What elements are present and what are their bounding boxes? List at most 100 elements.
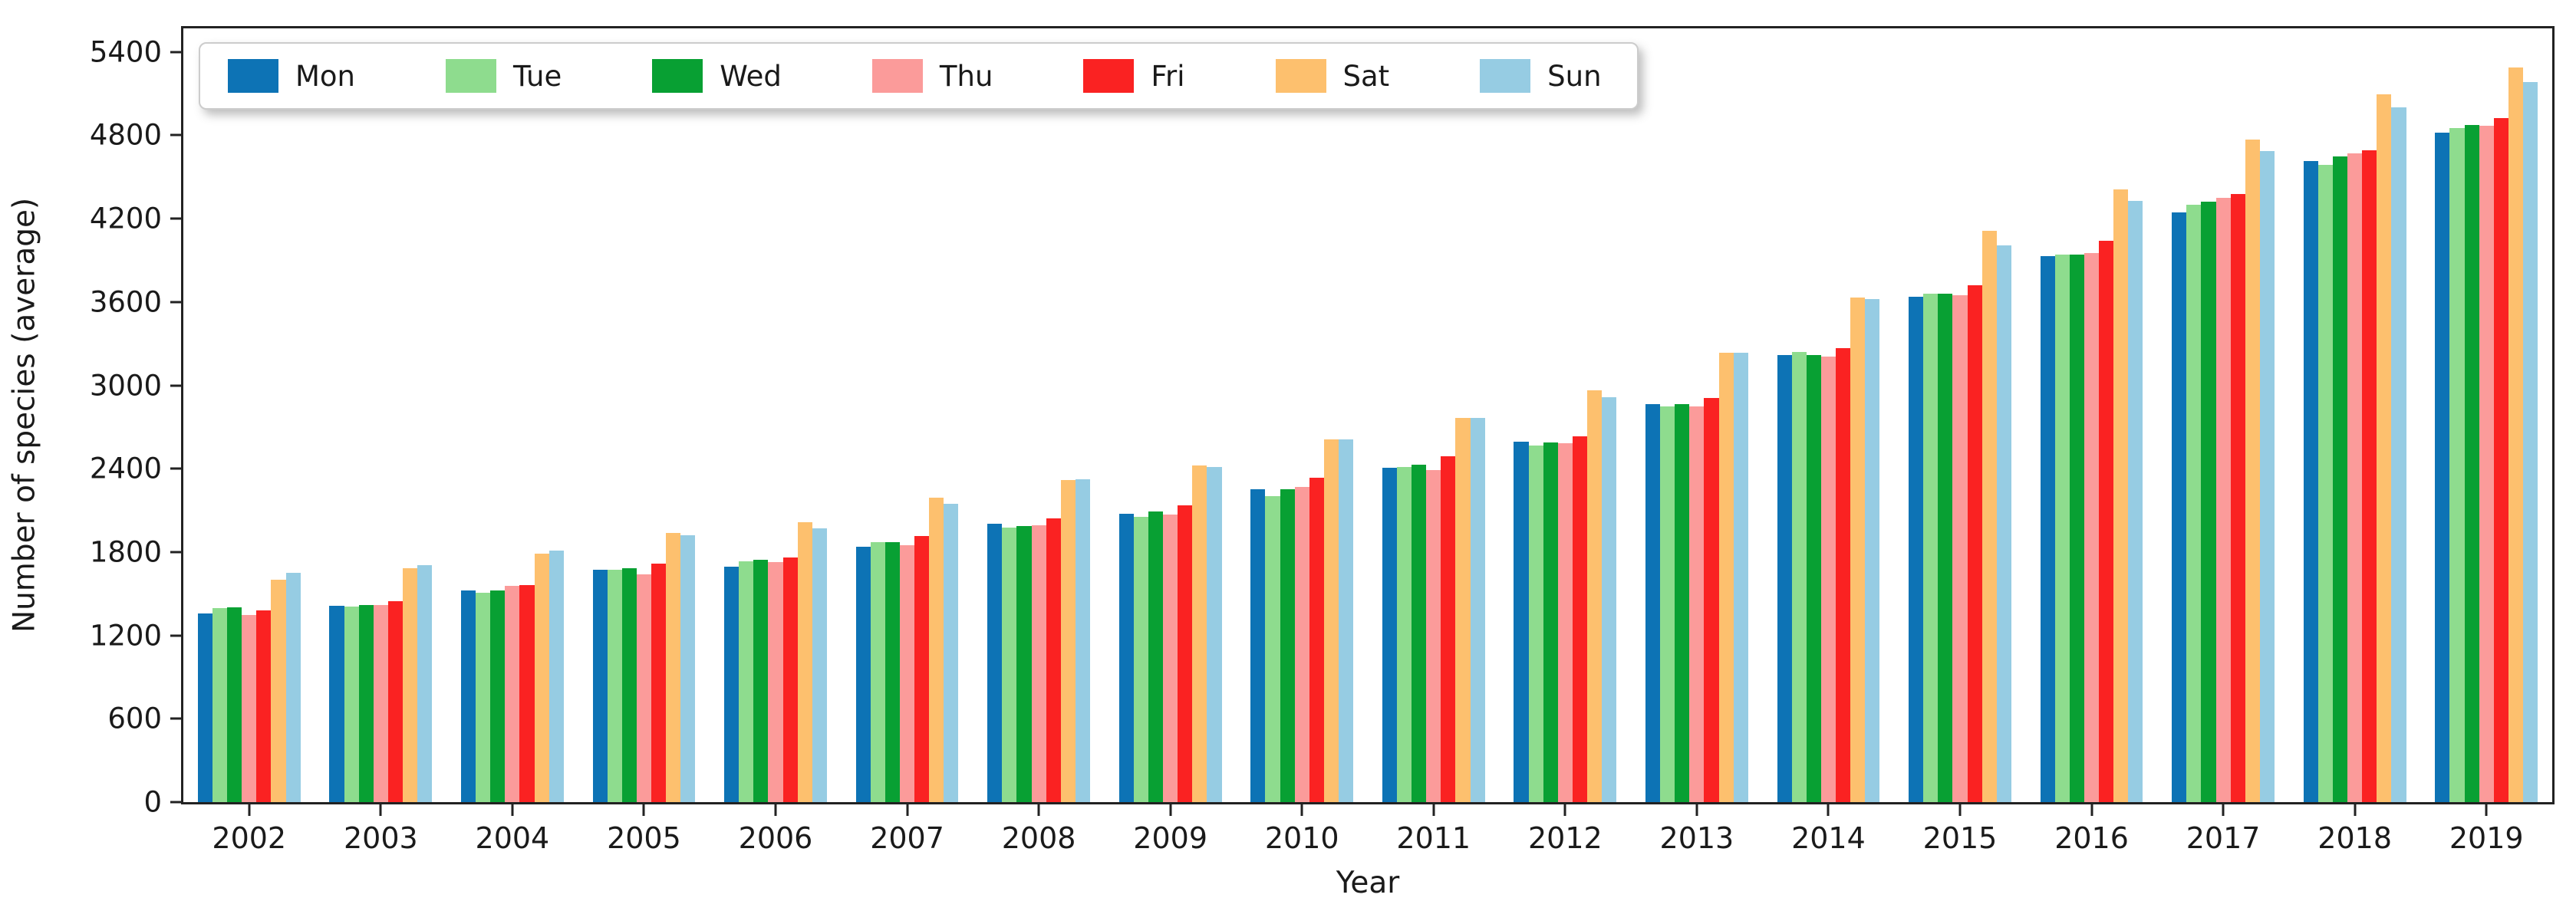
x-tick-label: 2005 <box>607 821 681 855</box>
bar-sun-2010 <box>1339 439 1354 802</box>
bar-fri-2019 <box>2493 117 2508 802</box>
bar-thu-2008 <box>1031 525 1046 802</box>
bar-wed-2002 <box>227 607 242 802</box>
bar-wed-2012 <box>1543 442 1558 802</box>
bar-tue-2015 <box>1923 294 1939 802</box>
legend-swatch-wed <box>652 59 703 93</box>
x-tick-mark <box>1695 804 1698 816</box>
bar-sat-2013 <box>1718 352 1734 802</box>
bar-sun-2008 <box>1075 479 1090 802</box>
bar-tue-2010 <box>1265 495 1280 802</box>
bar-wed-2003 <box>358 604 374 802</box>
x-tick-label: 2018 <box>2317 821 2393 855</box>
x-tick-label: 2007 <box>870 821 944 855</box>
x-tick-label: 2004 <box>475 821 550 855</box>
bar-sun-2015 <box>1996 245 2011 802</box>
legend-item-wed: Wed <box>652 59 782 93</box>
bar-mon-2006 <box>724 566 740 802</box>
x-tick-mark <box>379 804 382 816</box>
bar-mon-2007 <box>855 546 871 802</box>
bar-thu-2018 <box>2347 153 2363 802</box>
x-tick-mark <box>2090 804 2093 816</box>
legend-swatch-tue <box>446 59 497 93</box>
bar-sat-2014 <box>1850 298 1866 802</box>
bar-tue-2009 <box>1133 516 1148 802</box>
legend-label-mon: Mon <box>295 59 356 93</box>
bar-mon-2005 <box>592 569 608 802</box>
bar-tue-2013 <box>1660 406 1675 802</box>
bar-sat-2007 <box>929 498 944 802</box>
bar-tue-2016 <box>2054 255 2070 802</box>
bar-sun-2016 <box>2128 200 2143 802</box>
bar-fri-2013 <box>1704 397 1719 802</box>
bar-fri-2017 <box>2230 194 2245 802</box>
bar-tue-2002 <box>212 608 228 802</box>
bar-wed-2006 <box>753 559 769 802</box>
bar-mon-2009 <box>1118 514 1134 802</box>
bar-thu-2011 <box>1426 470 1441 802</box>
legend-item-tue: Tue <box>446 59 562 93</box>
bar-tue-2017 <box>2186 205 2202 802</box>
legend-label-sun: Sun <box>1547 59 1602 93</box>
x-tick-label: 2010 <box>1264 821 1339 855</box>
y-tick-label: 3000 <box>89 369 162 403</box>
bar-thu-2016 <box>2084 253 2100 802</box>
bar-mon-2018 <box>2303 161 2318 802</box>
bar-sun-2002 <box>285 573 301 802</box>
y-tick-mark <box>170 384 181 387</box>
x-tick-mark <box>1958 804 1962 816</box>
x-tick-mark <box>2222 804 2225 816</box>
bar-fri-2010 <box>1309 478 1324 802</box>
x-axis-label: Year <box>1336 866 1400 900</box>
bar-wed-2014 <box>1806 354 1821 802</box>
bar-thu-2003 <box>373 604 388 802</box>
bar-sat-2008 <box>1060 479 1076 802</box>
legend-label-thu: Thu <box>939 59 993 93</box>
bar-fri-2016 <box>2099 241 2114 802</box>
bar-sun-2014 <box>1865 299 1880 802</box>
bar-sat-2018 <box>2377 94 2392 802</box>
bar-tue-2019 <box>2449 128 2465 802</box>
bar-fri-2003 <box>387 601 403 802</box>
x-tick-label: 2006 <box>738 821 813 855</box>
bar-mon-2011 <box>1382 468 1397 802</box>
legend-label-fri: Fri <box>1151 59 1185 93</box>
x-tick-label: 2014 <box>1791 821 1866 855</box>
bar-wed-2008 <box>1016 526 1032 802</box>
x-tick-label: 2016 <box>2054 821 2129 855</box>
bar-mon-2004 <box>460 590 476 802</box>
y-tick-mark <box>170 634 181 637</box>
bar-wed-2015 <box>1938 294 1953 802</box>
bar-mon-2014 <box>1777 354 1792 802</box>
bar-tue-2003 <box>344 606 359 802</box>
bar-wed-2005 <box>621 567 637 802</box>
bar-sat-2005 <box>666 533 681 802</box>
x-tick-label: 2017 <box>2186 821 2261 855</box>
bar-mon-2002 <box>197 613 212 802</box>
bar-mon-2010 <box>1250 488 1266 802</box>
bar-sat-2009 <box>1192 465 1207 802</box>
x-tick-label: 2008 <box>1001 821 1076 855</box>
bar-sun-2007 <box>944 503 959 802</box>
bar-tue-2007 <box>870 542 885 802</box>
bar-sat-2011 <box>1455 418 1471 802</box>
x-tick-label: 2002 <box>212 821 287 855</box>
legend-swatch-thu <box>871 59 923 93</box>
bar-fri-2011 <box>1441 456 1456 802</box>
y-tick-mark <box>170 133 181 136</box>
legend-item-sat: Sat <box>1275 59 1389 93</box>
bar-thu-2014 <box>1820 356 1836 802</box>
bar-tue-2005 <box>607 570 622 802</box>
x-tick-mark <box>642 804 645 816</box>
y-tick-label: 5400 <box>89 35 162 69</box>
legend-item-thu: Thu <box>871 59 993 93</box>
x-tick-mark <box>1169 804 1172 816</box>
x-tick-mark <box>511 804 514 816</box>
y-tick-mark <box>170 717 181 720</box>
bar-sun-2019 <box>2523 81 2538 802</box>
y-tick-label: 0 <box>143 785 162 819</box>
bar-thu-2010 <box>1294 486 1309 802</box>
x-tick-mark <box>2354 804 2357 816</box>
bar-mon-2003 <box>329 605 344 802</box>
